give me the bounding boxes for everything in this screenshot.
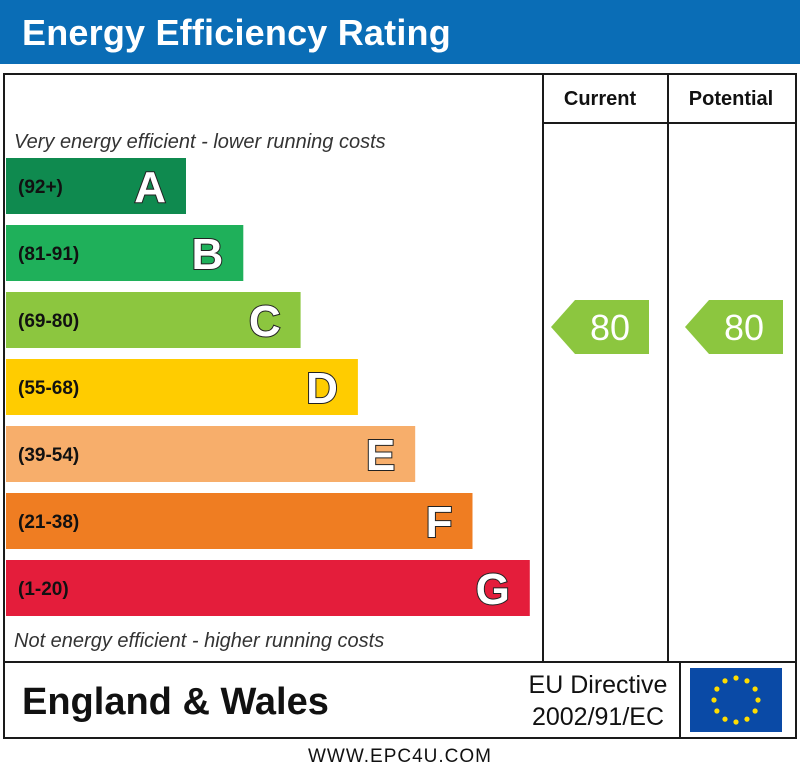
current-rating-value: 80 [590,307,630,348]
chart-frame [3,73,797,739]
band-c-bar [6,292,301,348]
band-g-letter: G [476,565,510,614]
eu-flag-star [752,708,758,714]
top-caption: Very energy efficient - lower running co… [14,131,386,153]
band-e-range: (39-54) [18,445,79,466]
band-a-bar [6,158,186,214]
column-header-potential: Potential [689,88,773,110]
eu-flag-star [755,697,761,703]
current-arrow-shape [551,300,649,354]
header-banner: Energy Efficiency Rating [0,0,800,64]
directive-line-1: EU Directive [529,671,668,699]
eu-flag-star [733,719,739,725]
band-d-letter: D [306,364,338,413]
epc-chart: Current Potential Very energy efficient … [3,73,797,739]
band-a-letter: A [134,163,166,212]
eu-flag-star [752,686,758,692]
eu-flag-star [711,697,717,703]
eu-flag-star [744,678,750,684]
band-e-letter: E [366,431,395,480]
band-f-range: (21-38) [18,512,79,533]
directive-line-2: 2002/91/EC [532,703,664,731]
potential-rating-value: 80 [724,307,764,348]
band-a-range: (92+) [18,177,63,198]
band-e-bar [6,426,416,482]
band-b-letter: B [192,230,224,279]
region-label: England & Wales [22,681,329,723]
eu-flag-star [722,678,728,684]
column-header-current: Current [564,88,637,110]
page-title: Energy Efficiency Rating [22,12,451,53]
band-b-bar [6,225,244,281]
band-b-range: (81-91) [18,244,79,265]
band-c-range: (69-80) [18,311,79,332]
eu-flag-star [744,716,750,722]
bottom-caption: Not energy efficient - higher running co… [14,630,384,652]
eu-flag-star [714,686,720,692]
current-rating-arrow: 80 [551,300,649,354]
eu-flag-star [722,716,728,722]
band-d-range: (55-68) [18,378,79,399]
potential-arrow-shape [685,300,783,354]
band-d-bar [6,359,358,415]
eu-flag-stars [711,675,761,725]
eu-flag-icon [690,668,782,732]
eu-flag-star [714,708,720,714]
band-f-letter: F [426,498,453,547]
potential-rating-arrow: 80 [685,300,783,354]
band-g-range: (1-20) [18,579,69,600]
band-f-bar [6,493,473,549]
rating-bands: (92+) A (81-91) B (69-80) C (55-68) D (39-54) E (2… [6,158,530,616]
eu-flag-star [733,675,739,681]
band-g-bar [6,560,530,616]
band-c-letter: C [249,297,281,346]
website-footer: WWW.EPC4U.COM [308,746,492,767]
